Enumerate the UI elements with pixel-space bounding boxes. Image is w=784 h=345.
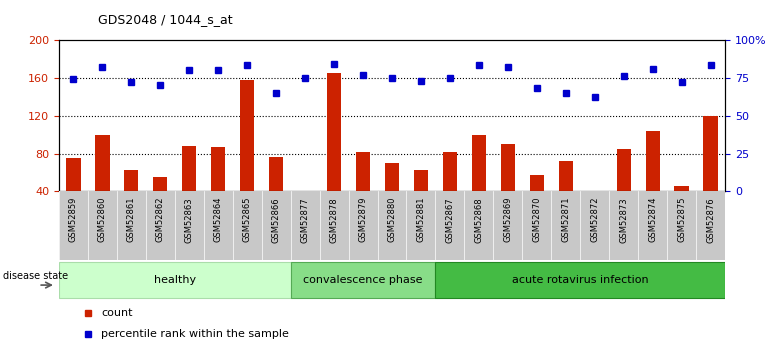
Bar [530,175,544,191]
FancyBboxPatch shape [59,263,291,298]
Text: GSM52869: GSM52869 [503,197,513,243]
Text: acute rotavirus infection: acute rotavirus infection [512,275,648,285]
Text: GSM52866: GSM52866 [271,197,281,243]
Bar [327,73,341,191]
Bar [182,146,197,191]
Text: count: count [101,308,132,318]
Bar [674,186,689,191]
Text: GSM52860: GSM52860 [98,197,107,243]
FancyBboxPatch shape [291,263,435,298]
Text: disease state: disease state [3,270,68,280]
Text: GSM52865: GSM52865 [242,197,252,243]
Text: percentile rank within the sample: percentile rank within the sample [101,329,289,339]
Bar [356,151,370,191]
Text: GDS2048 / 1044_s_at: GDS2048 / 1044_s_at [98,13,233,26]
Text: GSM52859: GSM52859 [69,197,78,243]
Bar [472,135,486,191]
Bar [385,163,399,191]
Bar [558,161,573,191]
Text: GSM52868: GSM52868 [474,197,484,243]
Text: GSM52877: GSM52877 [300,197,310,243]
Bar [703,116,718,191]
Bar [298,190,312,191]
Text: GSM52880: GSM52880 [387,197,397,243]
Text: GSM52881: GSM52881 [416,197,426,243]
Text: GSM52878: GSM52878 [329,197,339,243]
Text: GSM52861: GSM52861 [127,197,136,243]
Bar [240,79,254,191]
Text: GSM52875: GSM52875 [677,197,686,243]
Bar [269,157,283,191]
Bar [587,190,602,191]
Bar [124,170,139,191]
Bar [501,144,515,191]
Bar [443,151,457,191]
Text: GSM52863: GSM52863 [185,197,194,243]
Bar [616,149,631,191]
Text: convalescence phase: convalescence phase [303,275,423,285]
Text: GSM52867: GSM52867 [445,197,455,243]
Text: GSM52872: GSM52872 [590,197,599,243]
Text: GSM52871: GSM52871 [561,197,570,243]
FancyBboxPatch shape [435,263,725,298]
Text: healthy: healthy [154,275,196,285]
Text: GSM52862: GSM52862 [156,197,165,243]
Bar [211,147,226,191]
Text: GSM52864: GSM52864 [214,197,223,243]
Text: GSM52876: GSM52876 [706,197,715,243]
Bar [414,170,428,191]
Text: GSM52879: GSM52879 [358,197,368,243]
Bar [645,131,660,191]
Text: GSM52873: GSM52873 [619,197,628,243]
Text: GSM52874: GSM52874 [648,197,657,243]
Bar [95,135,110,191]
Text: GSM52870: GSM52870 [532,197,542,243]
Bar [66,158,81,191]
Bar [153,177,168,191]
